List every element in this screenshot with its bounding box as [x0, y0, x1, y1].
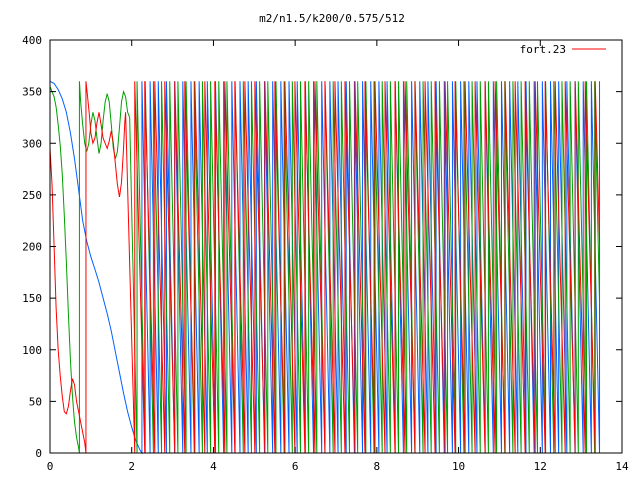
plot-frame [49, 39, 623, 454]
y-tick-label: 400 [22, 34, 42, 47]
chart-title: m2/n1.5/k200/0.575/512 [259, 12, 405, 25]
y-tick-label: 100 [22, 344, 42, 357]
y-tick-label: 250 [22, 189, 42, 202]
x-tick-label: 14 [615, 460, 629, 473]
x-tick-label: 12 [534, 460, 547, 473]
x-tick-label: 0 [47, 460, 54, 473]
y-tick-label: 0 [35, 447, 42, 460]
x-tick-label: 6 [292, 460, 299, 473]
y-tick-label: 200 [22, 241, 42, 254]
y-tick-label: 150 [22, 292, 42, 305]
y-tick-label: 350 [22, 86, 42, 99]
series-line [49, 80, 601, 455]
x-tick-label: 8 [374, 460, 381, 473]
y-tick-label: 50 [29, 395, 42, 408]
legend: fort.23 [520, 43, 606, 56]
y-tick-label: 300 [22, 137, 42, 150]
series-line [49, 81, 601, 454]
x-tick-label: 4 [210, 460, 217, 473]
x-tick-label: 2 [128, 460, 135, 473]
legend-label: fort.23 [520, 43, 566, 56]
series-layer [49, 80, 601, 455]
x-tick-label: 10 [452, 460, 465, 473]
